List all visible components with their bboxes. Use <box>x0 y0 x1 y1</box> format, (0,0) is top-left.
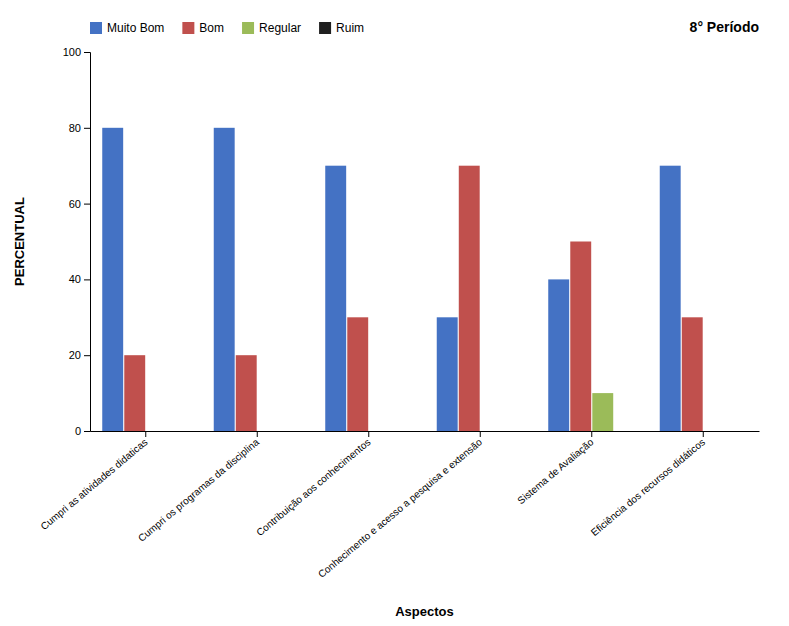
legend-swatch <box>242 22 254 34</box>
bar <box>548 279 569 431</box>
bar <box>503 431 524 432</box>
bar <box>704 431 725 432</box>
x-tick-mark <box>368 431 369 437</box>
y-tick-mark <box>84 128 90 129</box>
legend-item: Muito Bom <box>90 21 164 35</box>
y-tick-label: 0 <box>75 425 81 437</box>
y-tick: 100 <box>63 46 90 58</box>
bar <box>124 355 145 431</box>
x-tick-mark <box>480 431 481 437</box>
bar <box>614 431 635 432</box>
y-tick-mark <box>84 355 90 356</box>
y-tick-label: 60 <box>69 198 81 210</box>
bar <box>391 431 412 432</box>
x-tick-label: Sistema de Avaliação <box>515 436 596 506</box>
x-axis-title: Aspectos <box>395 604 454 619</box>
x-tick-label: Conhecimento e acesso a pesquisa e exten… <box>316 436 484 580</box>
bar <box>280 431 301 432</box>
legend-label: Muito Bom <box>107 21 164 35</box>
y-tick-label: 80 <box>69 122 81 134</box>
plot: 0 20 40 60 80 100 Cumpri as atividades didatic… <box>39 46 760 580</box>
x-tick: Sistema de Avaliação <box>515 431 596 506</box>
x-tick: Cumpri as atividades didaticas <box>39 431 150 532</box>
legend-label: Regular <box>259 21 301 35</box>
y-tick: 0 <box>75 425 90 437</box>
x-tick-mark <box>703 431 704 437</box>
x-tick-label: Eficiência dos recursos didáticos <box>589 436 707 538</box>
legend-item: Bom <box>182 21 224 35</box>
bar <box>347 317 368 431</box>
y-tick-mark <box>84 431 90 432</box>
y-tick: 20 <box>69 349 90 361</box>
y-axis-title: PERCENTUAL <box>12 197 27 286</box>
x-tick-label: Contribuição aos conhecimentos <box>254 436 372 538</box>
bar <box>168 431 189 432</box>
legend-swatch <box>90 22 102 34</box>
bar <box>146 431 167 432</box>
y-tick: 80 <box>69 122 90 134</box>
x-tick: Contribuição aos conhecimentos <box>254 431 372 538</box>
bar <box>592 393 613 431</box>
y-axis: 0 20 40 60 80 100 <box>63 46 91 437</box>
x-axis: Cumpri as atividades didaticasCumpri os … <box>39 431 760 580</box>
bar <box>102 128 123 431</box>
bar <box>437 317 458 431</box>
bar <box>369 431 390 432</box>
x-tick-mark <box>257 431 258 437</box>
y-tick-mark <box>84 204 90 205</box>
bar <box>258 431 279 432</box>
y-tick-mark <box>84 279 90 280</box>
legend-swatch <box>319 22 331 34</box>
bar <box>325 166 346 431</box>
bar-series <box>102 128 680 431</box>
x-axis-line <box>91 431 760 432</box>
title: 8° Período <box>690 19 759 35</box>
legend: Muito Bom Bom Regular Ruim <box>90 21 364 35</box>
bar-series <box>124 166 702 431</box>
x-tick: Eficiência dos recursos didáticos <box>589 431 707 538</box>
bar <box>660 166 681 431</box>
bar <box>214 128 235 431</box>
x-tick: Cumpri os programas da disciplina <box>136 431 261 544</box>
x-tick: Conhecimento e acesso a pesquisa e exten… <box>316 431 484 580</box>
chart: 0 20 40 60 80 100 Cumpri as atividades didatic… <box>0 0 789 626</box>
y-tick: 40 <box>69 273 90 285</box>
legend-item: Ruim <box>319 21 364 35</box>
y-axis-line <box>84 53 91 432</box>
y-tick-label: 40 <box>69 273 81 285</box>
bars <box>102 128 702 431</box>
x-tick-label: Cumpri os programas da disciplina <box>136 436 261 544</box>
legend-item: Regular <box>242 21 301 35</box>
x-tick-mark <box>145 431 146 437</box>
x-tick-mark <box>591 431 592 437</box>
bar <box>682 317 703 431</box>
legend-swatch <box>182 22 194 34</box>
y-tick-label: 20 <box>69 349 81 361</box>
bar <box>236 355 257 431</box>
bar <box>726 431 747 432</box>
y-tick: 60 <box>69 198 90 210</box>
bar-series <box>592 393 613 431</box>
bar <box>459 166 480 431</box>
y-tick-mark <box>84 52 90 53</box>
y-tick-label: 100 <box>63 46 81 58</box>
legend-label: Bom <box>199 21 224 35</box>
legend-label: Ruim <box>336 21 364 35</box>
bar <box>570 242 591 432</box>
bar <box>481 431 502 432</box>
x-tick-label: Cumpri as atividades didaticas <box>39 436 150 532</box>
